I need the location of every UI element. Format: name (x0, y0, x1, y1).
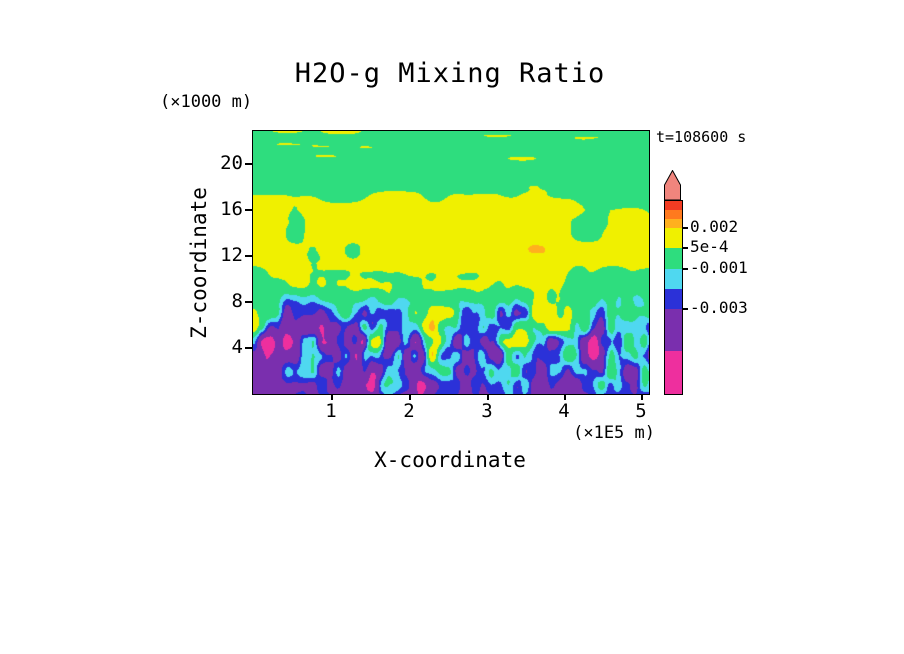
x-tick-mark (641, 394, 643, 400)
colorbar-segment (665, 219, 682, 228)
y-tick-label: 8 (231, 290, 243, 312)
colorbar-segment (665, 351, 682, 394)
colorbar-segment (665, 201, 682, 210)
colorbar-tick-mark (683, 247, 688, 249)
colorbar-segment (665, 289, 682, 309)
colorbar-arrow-svg (664, 170, 681, 200)
contour-field-canvas (253, 131, 649, 394)
y-tick-mark (245, 301, 252, 303)
colorbar-segment (665, 228, 682, 248)
x-tick-label: 3 (481, 400, 493, 422)
y-tick-mark (245, 209, 252, 211)
colorbar-tick-mark (683, 308, 688, 310)
colorbar-label: 5e-4 (690, 237, 729, 256)
y-tick-mark (245, 255, 252, 257)
x-axis-label: X-coordinate (374, 448, 526, 472)
y-tick-label: 20 (220, 152, 243, 174)
y-tick-label: 16 (220, 198, 243, 220)
colorbar-segment (665, 269, 682, 289)
colorbar-arrow (664, 170, 681, 200)
time-annotation: t=108600 s (656, 128, 747, 146)
y-tick-mark (245, 347, 252, 349)
contour-plot-area (252, 130, 650, 395)
colorbar-label: -0.001 (690, 258, 748, 277)
x-tick-mark (487, 394, 489, 400)
colorbar (664, 200, 683, 395)
x-tick-label: 4 (558, 400, 570, 422)
x-tick-mark (564, 394, 566, 400)
colorbar-segment (665, 248, 682, 269)
colorbar-tick-mark (683, 268, 688, 270)
y-tick-mark (245, 163, 252, 165)
colorbar-segment (665, 309, 682, 351)
y-tick-label: 12 (220, 244, 243, 266)
x-tick-label: 1 (325, 400, 337, 422)
x-tick-mark (409, 394, 411, 400)
x-tick-label: 2 (403, 400, 415, 422)
colorbar-label: -0.003 (690, 298, 748, 317)
y-tick-label: 4 (231, 336, 243, 358)
x-tick-mark (331, 394, 333, 400)
chart-title: H2O-g Mixing Ratio (294, 58, 606, 89)
colorbar-segment (665, 210, 682, 219)
y-axis-unit: (×1000 m) (160, 92, 253, 112)
colorbar-tick-mark (683, 227, 688, 229)
x-axis-unit: (×1E5 m) (573, 423, 655, 443)
colorbar-label: 0.002 (690, 217, 739, 236)
x-tick-label: 5 (635, 400, 647, 422)
